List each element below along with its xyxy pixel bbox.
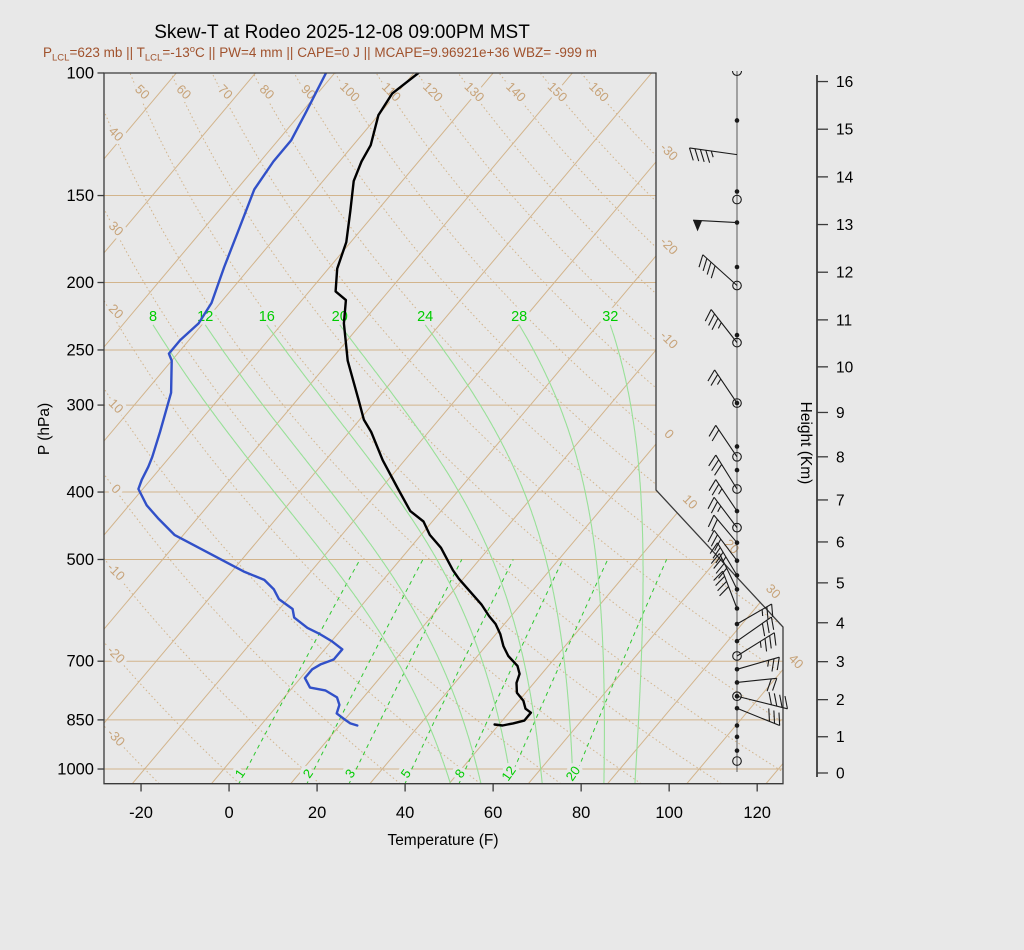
svg-text:24: 24 [417,309,433,325]
svg-text:70: 70 [215,81,236,102]
svg-text:1: 1 [836,729,845,746]
svg-text:28: 28 [511,309,527,325]
svg-text:250: 250 [66,341,94,359]
dewpoint-trace [137,73,359,727]
svg-text:10: 10 [836,359,854,376]
svg-text:-20: -20 [104,642,128,666]
svg-text:16: 16 [836,74,853,91]
svg-text:150: 150 [66,187,94,205]
svg-text:8: 8 [836,449,845,466]
svg-text:-30: -30 [657,140,681,164]
svg-text:-20: -20 [129,804,153,822]
chart-title: Skew-T at Rodeo 2025-12-08 09:00PM MST [154,22,530,43]
pressure-axis: 100 150 200 250 300 400 500 700 850 1000 P (hPa) [36,64,104,779]
svg-text:120: 120 [743,804,771,822]
svg-text:700: 700 [66,653,94,671]
svg-text:500: 500 [66,551,94,569]
svg-text:8: 8 [149,309,157,325]
svg-text:140: 140 [503,79,529,105]
svg-text:2: 2 [836,692,845,709]
svg-text:400: 400 [66,484,94,502]
wind-barb-column [688,70,788,772]
svg-text:Temperature (F): Temperature (F) [387,832,498,849]
svg-text:1000: 1000 [57,761,94,779]
plot-border [103,72,784,785]
mixing-ratio-lines [238,559,668,784]
svg-text:850: 850 [66,711,94,729]
svg-text:5: 5 [398,766,414,781]
svg-text:50: 50 [132,81,153,102]
svg-text:12: 12 [836,265,853,282]
svg-text:-20: -20 [657,234,681,258]
svg-text:P (hPa): P (hPa) [36,403,53,455]
svg-text:40: 40 [786,651,807,672]
chart-subtitle: PLCL=623 mb || TLCL=-13oC || PW=4 mm || … [43,44,597,64]
svg-text:3: 3 [342,766,358,781]
svg-text:80: 80 [572,804,590,822]
svg-text:Height (Km): Height (Km) [797,402,814,485]
svg-text:14: 14 [836,169,854,186]
svg-text:1: 1 [232,766,248,781]
svg-text:20: 20 [308,804,326,822]
svg-text:32: 32 [602,309,618,325]
svg-text:110: 110 [379,79,404,104]
temperature-axis: -20 0 20 40 60 80 100 120 Temperature (F) [129,783,771,849]
svg-text:3: 3 [836,654,845,671]
isotherm-lines [104,73,783,784]
svg-text:11: 11 [836,312,852,329]
temperature-trace [334,73,533,727]
svg-text:100: 100 [337,79,363,105]
svg-text:6: 6 [836,534,845,551]
gridline-labels: 50 60 70 80 90 100 110 120 130 140 150 160403020100… [101,75,810,752]
svg-text:0: 0 [661,426,677,442]
svg-text:15: 15 [836,122,853,139]
svg-text:20: 20 [563,763,584,783]
svg-text:-10: -10 [657,328,681,352]
svg-text:0: 0 [224,804,233,822]
svg-text:30: 30 [106,218,127,239]
svg-text:300: 300 [66,397,94,415]
svg-text:100: 100 [66,64,94,82]
svg-text:10: 10 [680,491,701,512]
svg-text:60: 60 [484,804,502,822]
svg-text:-30: -30 [104,725,128,749]
svg-text:0: 0 [836,765,845,782]
svg-text:30: 30 [763,581,784,602]
svg-text:16: 16 [259,309,275,325]
svg-text:9: 9 [836,405,845,422]
svg-text:20: 20 [106,301,127,322]
svg-text:2: 2 [300,766,316,781]
svg-text:-10: -10 [104,560,128,584]
svg-text:200: 200 [66,274,94,292]
pressure-gridlines [104,73,783,770]
svg-text:60: 60 [174,81,195,102]
moist-adiabat-labels: 8 12 16 20 24 28 32 [145,306,621,329]
svg-text:5: 5 [836,575,845,592]
svg-text:80: 80 [257,81,278,102]
dry-adiabat-lines [104,73,783,784]
svg-text:4: 4 [836,615,845,632]
moist-adiabat-lines [152,324,644,784]
svg-text:10: 10 [106,396,127,417]
svg-text:130: 130 [462,79,488,105]
svg-text:40: 40 [106,123,127,144]
svg-text:100: 100 [655,804,683,822]
svg-text:7: 7 [836,492,845,509]
svg-text:40: 40 [396,804,414,822]
svg-text:13: 13 [836,217,853,234]
